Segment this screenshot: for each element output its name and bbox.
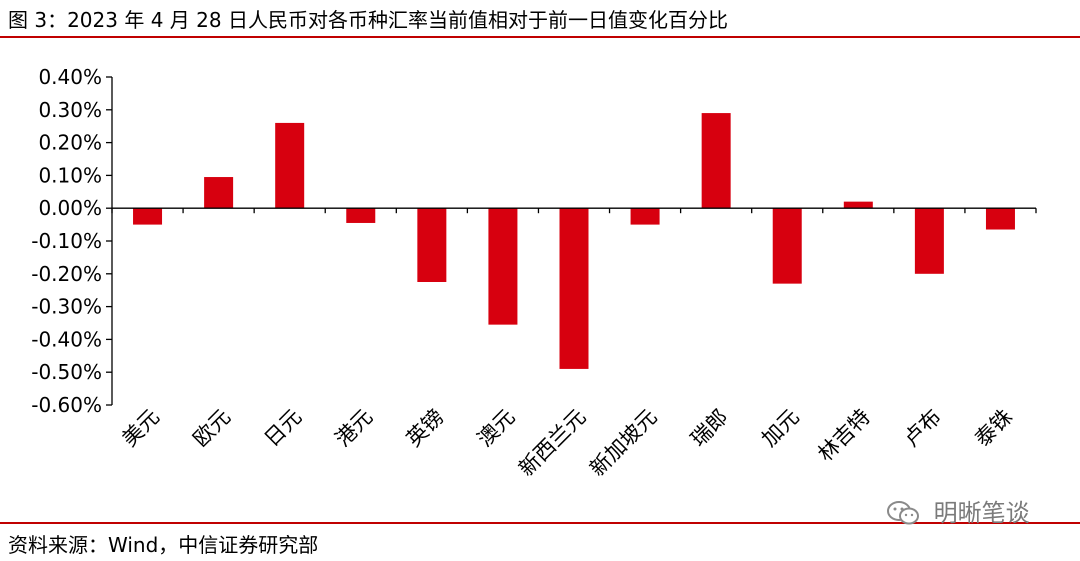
x-tick-label: 港元 — [331, 405, 378, 452]
y-tick-label: 0.00% — [38, 196, 102, 220]
y-tick-label: 0.30% — [38, 98, 102, 122]
title-divider — [0, 36, 1080, 38]
x-tick-label: 澳元 — [473, 405, 520, 452]
y-tick-label: -0.10% — [31, 229, 102, 253]
watermark-text: 明晰笔谈 — [933, 499, 1030, 527]
y-tick-label: -0.60% — [31, 393, 102, 417]
bar-7 — [630, 208, 660, 225]
x-tick-label: 新西兰元 — [514, 405, 590, 481]
bar-8 — [701, 113, 731, 209]
y-tick-label: 0.20% — [38, 131, 102, 155]
y-axis: 0.40% 0.30% 0.20% 0.10% 0.00% -0.10% -0.20% -0.… — [31, 65, 113, 417]
x-tick-label: 加元 — [757, 405, 804, 452]
watermark: 明晰笔谈 — [886, 498, 1030, 527]
bars — [133, 113, 1015, 369]
x-tick-label: 卢布 — [899, 405, 946, 452]
y-tick-label: -0.20% — [31, 262, 102, 286]
figure-title: 图 3：2023 年 4 月 28 日人民币对各币种汇率当前值相对于前一日值变化… — [8, 8, 728, 32]
y-tick-label: 0.10% — [38, 163, 102, 187]
x-tick-label: 欧元 — [188, 405, 235, 452]
bar-1 — [204, 177, 234, 209]
bar-0 — [133, 208, 163, 225]
y-tick-label: -0.30% — [31, 295, 102, 319]
y-tick-label: 0.40% — [38, 65, 102, 89]
x-tick-label: 日元 — [260, 405, 307, 452]
x-tick-label: 美元 — [117, 405, 164, 452]
bar-6 — [559, 208, 589, 369]
source-note: 资料来源：Wind，中信证券研究部 — [8, 533, 319, 557]
bar-4 — [417, 208, 447, 282]
x-tick-label: 英镑 — [402, 405, 449, 452]
source-divider — [0, 522, 1080, 524]
bar-3 — [346, 208, 376, 223]
bar-5 — [488, 208, 518, 325]
bar-10 — [843, 201, 873, 209]
bar-9 — [772, 208, 802, 284]
x-tick-label: 林吉特 — [813, 405, 875, 467]
x-tick-label: 瑞郎 — [686, 405, 733, 452]
y-tick-label: -0.50% — [31, 360, 102, 384]
bar-11 — [914, 208, 944, 274]
bar-12 — [985, 208, 1015, 230]
x-tick-label: 泰铢 — [970, 405, 1017, 452]
x-tick-label: 新加坡元 — [585, 405, 661, 481]
wechat-icon — [887, 501, 919, 525]
bar-chart: 0.40% 0.30% 0.20% 0.10% 0.00% -0.10% -0.20% -0.… — [31, 65, 1037, 481]
y-tick-label: -0.40% — [31, 327, 102, 351]
bar-2 — [275, 122, 305, 209]
